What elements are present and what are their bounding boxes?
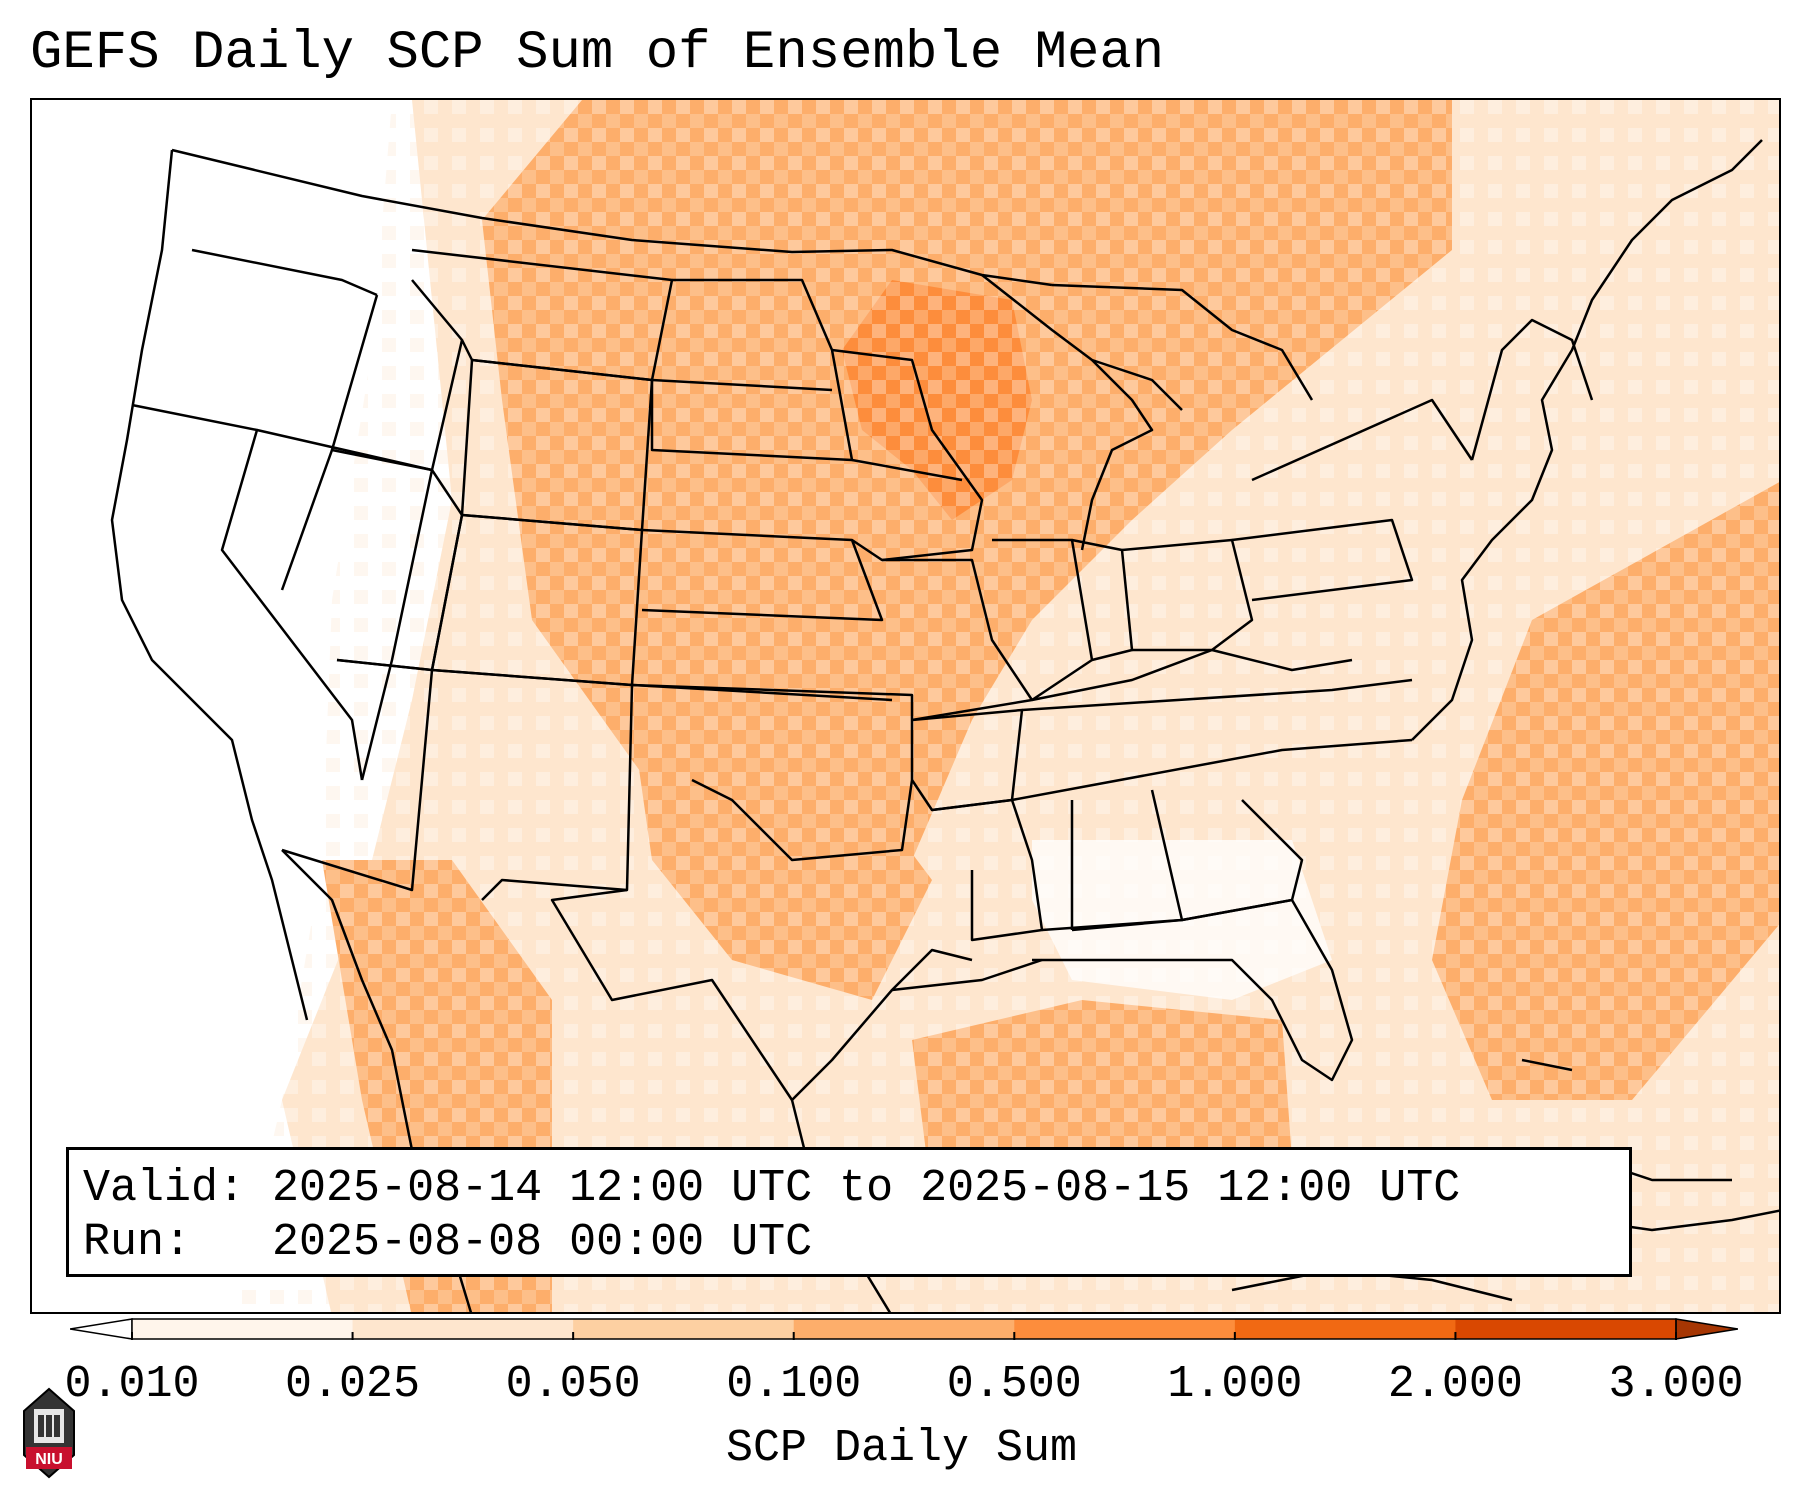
colorbar-tick-label: 0.100 (726, 1359, 862, 1410)
colorbar-extend-min (70, 1318, 133, 1340)
valid-row: Valid: 2025-08-14 12:00 UTC to 2025-08-1… (83, 1162, 1615, 1216)
colorbar-segment (1455, 1319, 1677, 1339)
colorbar-tick-label: 0.050 (505, 1359, 641, 1410)
scp-field-map (32, 100, 1779, 1312)
colorbar-tick-label: 2.000 (1387, 1359, 1523, 1410)
scp-shading (32, 100, 1779, 1312)
valid-label: Valid: (83, 1163, 246, 1214)
colorbar-extend-max (1675, 1318, 1738, 1340)
colorbar-title: SCP Daily Sum (725, 1423, 1078, 1474)
colorbar-segment (793, 1319, 1015, 1339)
map-panel (30, 98, 1781, 1314)
logo-text: NIU (35, 1451, 63, 1468)
colorbar-border (131, 1318, 1677, 1340)
validity-info-box: Valid: 2025-08-14 12:00 UTC to 2025-08-1… (66, 1147, 1632, 1277)
colorbar-segment (1014, 1319, 1236, 1339)
run-row: Run: 2025-08-08 00:00 UTC (83, 1216, 1615, 1270)
colorbar-segment (352, 1319, 574, 1339)
colorbar (70, 1318, 1738, 1340)
shade-west-white (32, 100, 392, 1312)
colorbar-tick-label: 3.000 (1608, 1359, 1744, 1410)
colorbar-segment (573, 1319, 795, 1339)
map-title: GEFS Daily SCP Sum of Ensemble Mean (30, 23, 1165, 84)
colorbar-tick-label: 1.000 (1167, 1359, 1303, 1410)
colorbar-tick-label: 0.025 (285, 1359, 421, 1410)
run-value: 2025-08-08 00:00 UTC (272, 1217, 813, 1268)
valid-value: 2025-08-14 12:00 UTC to 2025-08-15 12:00… (272, 1163, 1461, 1214)
run-label: Run: (83, 1217, 192, 1268)
colorbar-tick-label: 0.500 (946, 1359, 1082, 1410)
niu-logo: NIU (23, 1387, 75, 1479)
colorbar-segment (1234, 1319, 1456, 1339)
colorbar-segment (132, 1319, 354, 1339)
colorbar-tick-label: 0.010 (64, 1359, 200, 1410)
